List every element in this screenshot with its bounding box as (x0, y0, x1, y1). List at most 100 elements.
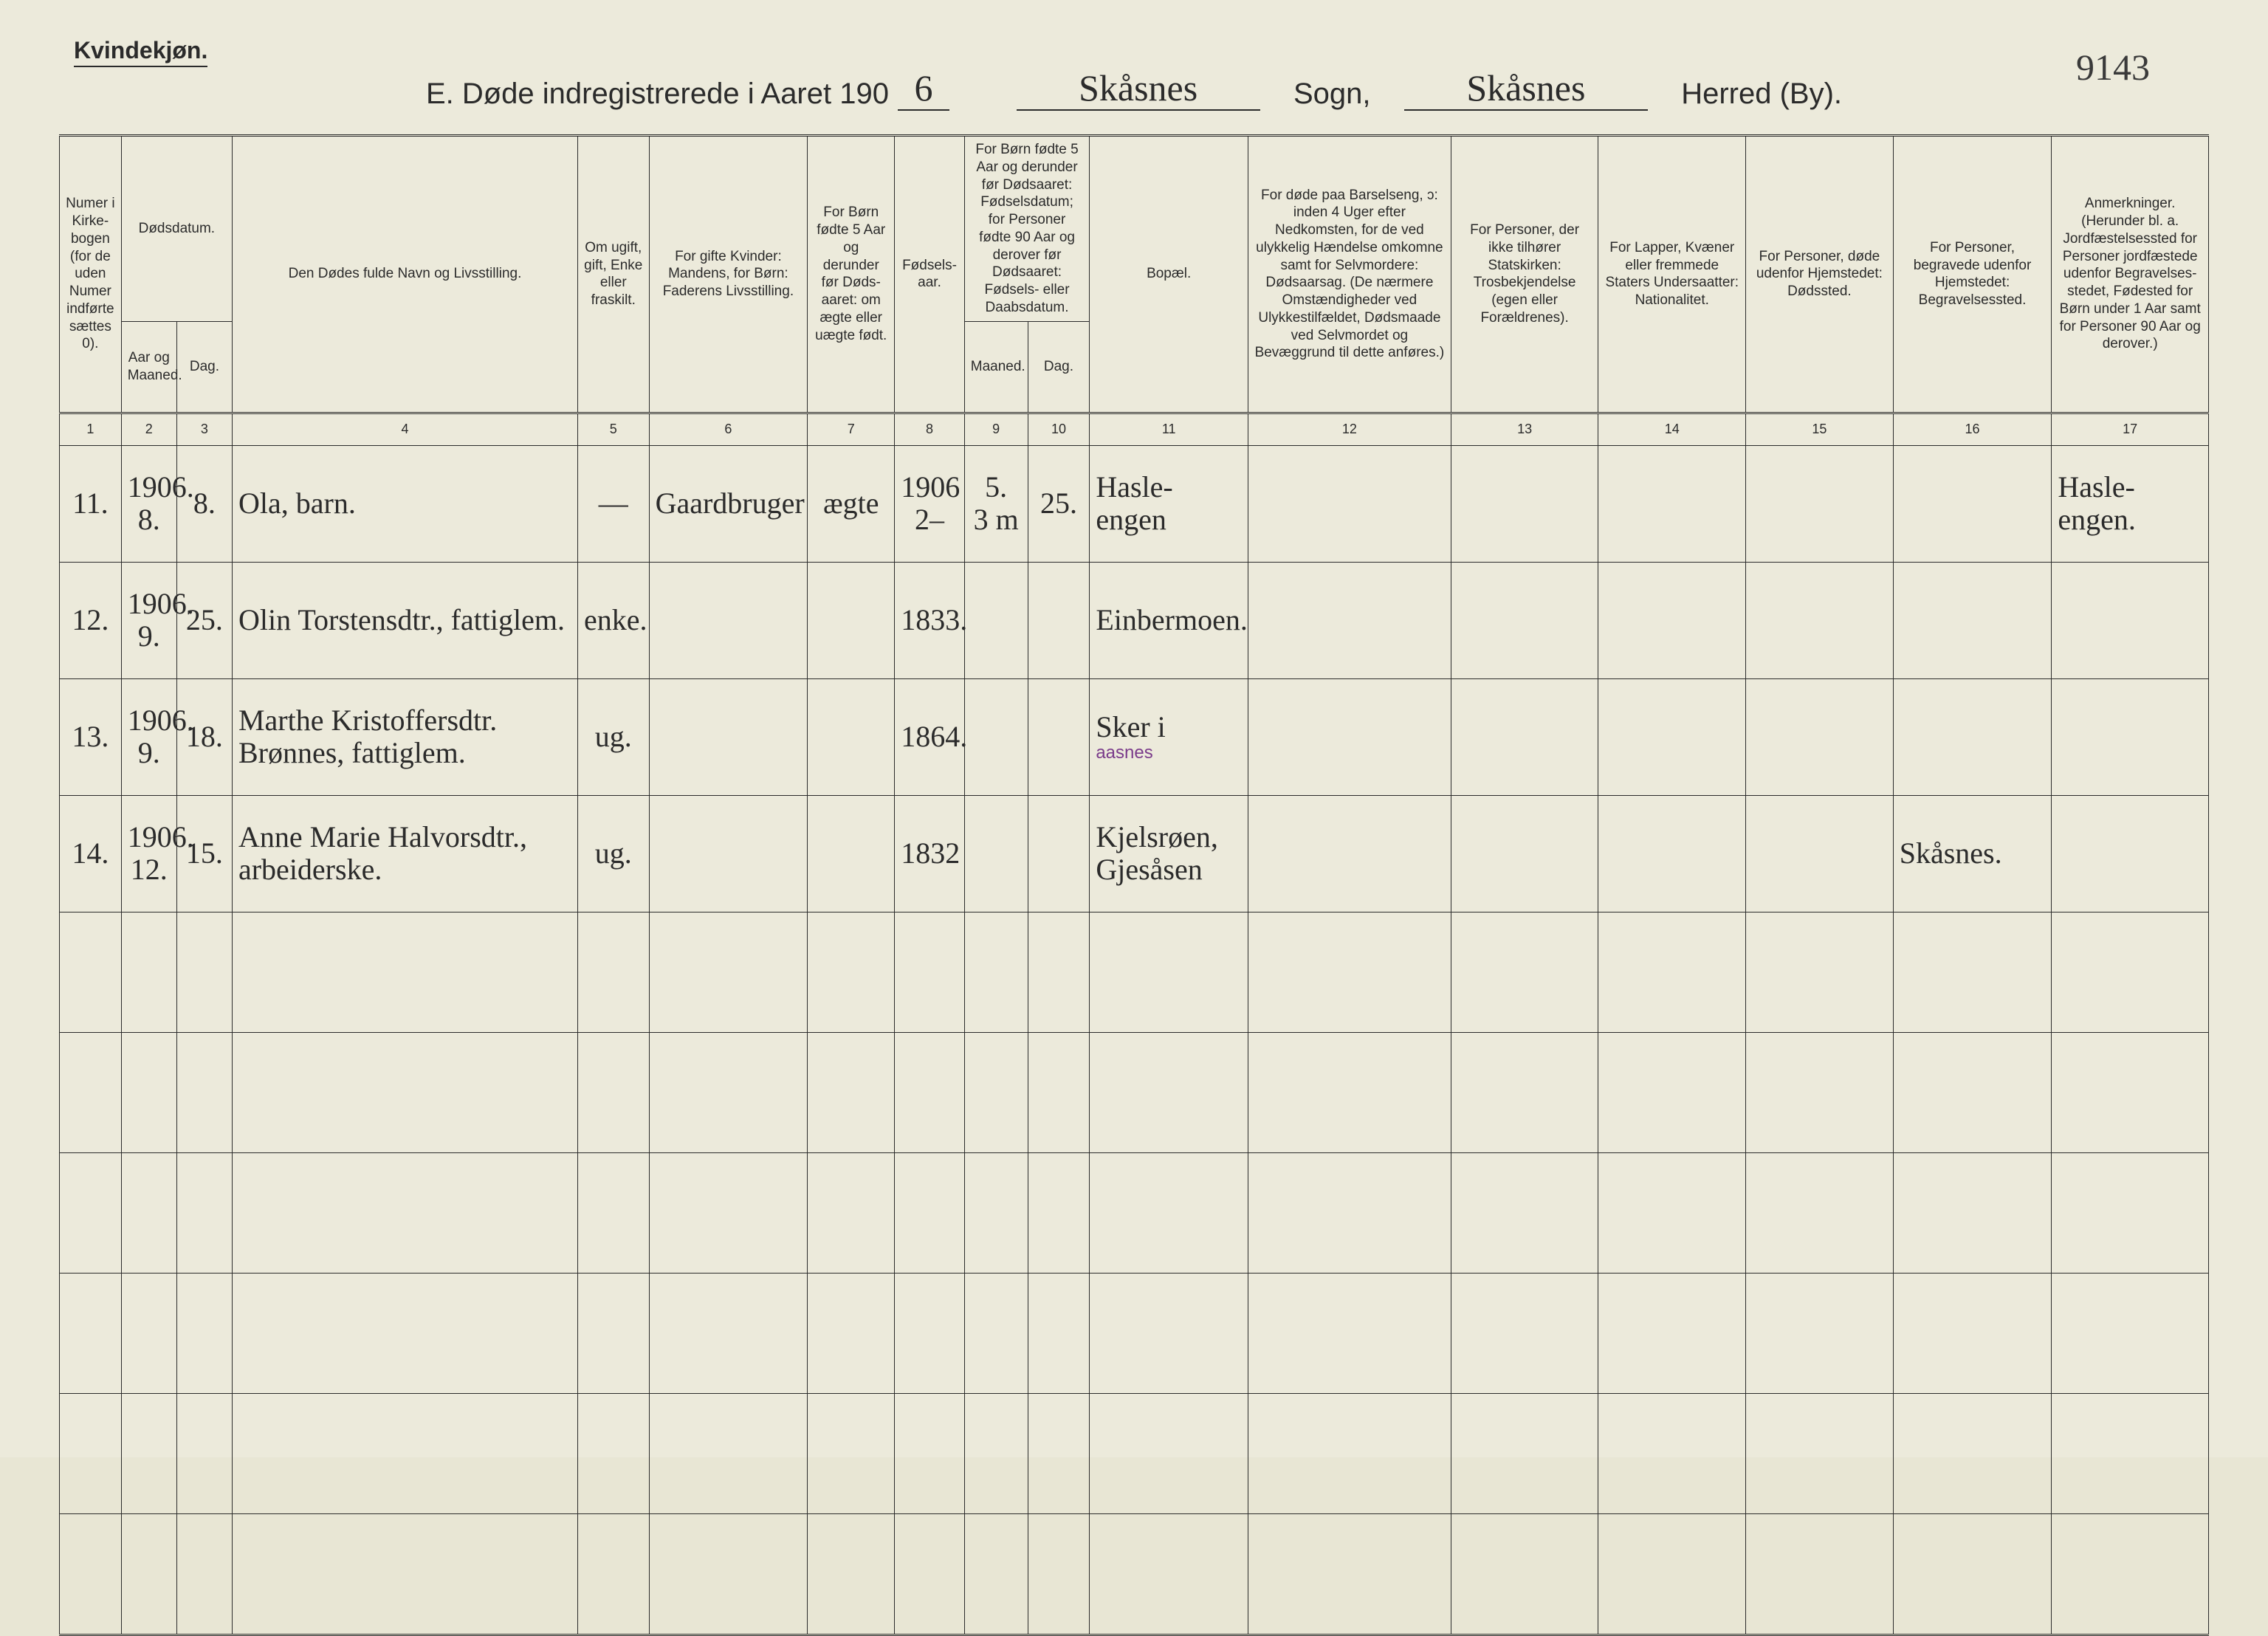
empty-cell (577, 1273, 649, 1393)
empty-cell (1893, 1273, 2052, 1393)
cell-fmnd (964, 795, 1028, 912)
cell-forelder (649, 562, 808, 678)
empty-cell (176, 912, 232, 1032)
empty-cell (964, 912, 1028, 1032)
herred-label: Herred (By). (1681, 78, 1842, 111)
table-row: 14.1906.12.15.Anne Marie Halvorsdtr., ar… (60, 795, 2209, 912)
empty-cell (1451, 912, 1598, 1032)
empty-cell (1598, 1393, 1746, 1513)
cell-navn: Olin Torstensdtr., fattiglem. (232, 562, 577, 678)
empty-cell (1090, 1273, 1248, 1393)
cell-tros (1451, 445, 1598, 562)
empty-cell (1598, 1273, 1746, 1393)
empty-cell (808, 1273, 895, 1393)
empty-cell (964, 1393, 1028, 1513)
cell-anm: Hasle-engen. (2052, 445, 2209, 562)
empty-cell (808, 912, 895, 1032)
cell-faar: 1864. (895, 678, 964, 795)
cell-forelder (649, 678, 808, 795)
col-9-10-group: For Børn fødte 5 Aar og der­under før Dø… (964, 136, 1090, 322)
colnum: 11 (1090, 413, 1248, 445)
empty-cell (1028, 1393, 1090, 1513)
empty-cell (1248, 1393, 1451, 1513)
empty-cell (232, 1152, 577, 1273)
cell-aar-mnd: 1906.8. (121, 445, 176, 562)
empty-cell (1893, 912, 2052, 1032)
empty-cell (1248, 1152, 1451, 1273)
cell-anm (2052, 678, 2209, 795)
empty-cell (649, 1273, 808, 1393)
col-14-header: For Lapper, Kvæner eller fremmede Stater… (1598, 136, 1746, 413)
empty-cell (1746, 1393, 1894, 1513)
cell-begrav: Skåsnes. (1893, 795, 2052, 912)
cell-fmnd (964, 678, 1028, 795)
empty-cell (60, 1032, 122, 1152)
empty-cell (895, 1152, 964, 1273)
empty-cell (232, 1393, 577, 1513)
cell-no: 11. (60, 445, 122, 562)
colnum: 15 (1746, 413, 1894, 445)
empty-cell (232, 1513, 577, 1635)
gender-label: Kvindekjøn. (74, 37, 207, 67)
cell-faar: 1832 (895, 795, 964, 912)
table-row: 12.1906.9.25.Olin Torstensdtr., fattigle… (60, 562, 2209, 678)
col-17-header: Anmerkninger. (Herunder bl. a. Jordfæste… (2052, 136, 2209, 413)
empty-cell (232, 912, 577, 1032)
cell-bopael: Hasle-engen (1090, 445, 1248, 562)
empty-cell (895, 912, 964, 1032)
empty-cell (1090, 1032, 1248, 1152)
col-4-header: Den Dødes fulde Navn og Livsstilling. (232, 136, 577, 413)
empty-cell (2052, 1513, 2209, 1635)
colnum: 1 (60, 413, 122, 445)
table-head: Numer i Kirke­bogen (for de uden Numer i… (60, 136, 2209, 446)
empty-cell (176, 1513, 232, 1635)
cell-dodssted (1746, 795, 1894, 912)
cell-dag: 8. (176, 445, 232, 562)
cell-aegte (808, 795, 895, 912)
cell-faar: 19062– (895, 445, 964, 562)
empty-cell (964, 1032, 1028, 1152)
empty-cell (649, 1032, 808, 1152)
cell-fdag (1028, 562, 1090, 678)
colnum: 4 (232, 413, 577, 445)
empty-cell (577, 1393, 649, 1513)
empty-cell (60, 1273, 122, 1393)
cell-bopael: Einbermoen. (1090, 562, 1248, 678)
cell-anm (2052, 795, 2209, 912)
empty-cell (895, 1032, 964, 1152)
colnum: 2 (121, 413, 176, 445)
cell-begrav (1893, 445, 2052, 562)
cell-aegte: ægte (808, 445, 895, 562)
empty-cell (2052, 1032, 2209, 1152)
empty-cell (1746, 1152, 1894, 1273)
col-9-header: Maaned. (964, 321, 1028, 413)
cell-no: 13. (60, 678, 122, 795)
cell-dodssted (1746, 678, 1894, 795)
colnum: 7 (808, 413, 895, 445)
cell-stand: ug. (577, 795, 649, 912)
cell-aar-mnd: 1906.12. (121, 795, 176, 912)
empty-cell (1248, 1032, 1451, 1152)
cell-stand: — (577, 445, 649, 562)
cell-dag: 18. (176, 678, 232, 795)
empty-cell (1090, 912, 1248, 1032)
empty-cell (808, 1032, 895, 1152)
cell-aegte (808, 562, 895, 678)
empty-cell (2052, 912, 2209, 1032)
colnum: 17 (2052, 413, 2209, 445)
cell-navn: Anne Marie Halvorsdtr., arbeiderske. (232, 795, 577, 912)
cell-no: 12. (60, 562, 122, 678)
empty-cell (895, 1273, 964, 1393)
empty-cell (895, 1393, 964, 1513)
colnum: 14 (1598, 413, 1746, 445)
empty-cell (808, 1393, 895, 1513)
empty-cell (1028, 1513, 1090, 1635)
cell-navn: Ola, barn. (232, 445, 577, 562)
col-5-header: Om ugift, gift, Enke eller fraskilt. (577, 136, 649, 413)
cell-aarsag (1248, 562, 1451, 678)
cell-anm (2052, 562, 2209, 678)
col-2-header: Aar og Maaned. (121, 321, 176, 413)
empty-cell (649, 912, 808, 1032)
empty-cell (808, 1152, 895, 1273)
table-row-empty (60, 1393, 2209, 1513)
